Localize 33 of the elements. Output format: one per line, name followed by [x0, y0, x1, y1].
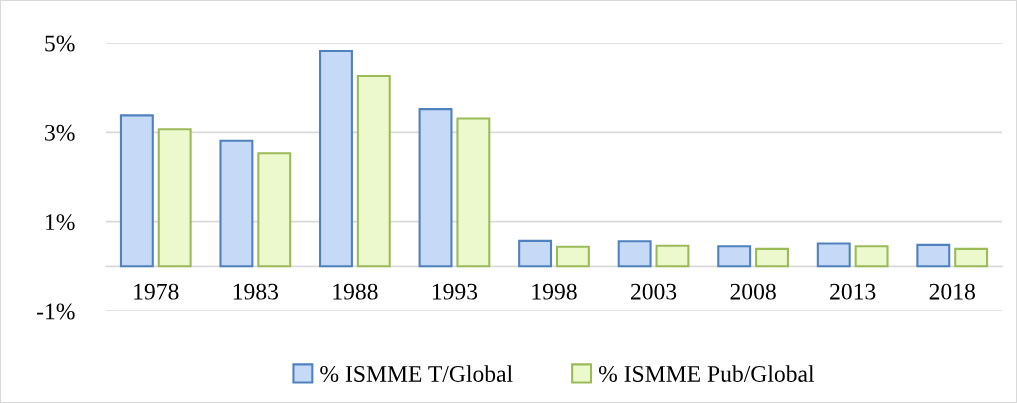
x-tick-label: 1993	[432, 283, 478, 300]
bar	[755, 247, 789, 268]
bar	[854, 245, 889, 268]
y-tick-label: 1%	[46, 214, 75, 231]
x-tick-label: 1998	[532, 283, 577, 300]
bar	[157, 128, 192, 268]
bar	[555, 245, 590, 268]
x-tick-label: 2013	[830, 283, 876, 300]
bar	[617, 240, 652, 268]
bar	[257, 152, 292, 268]
bar	[816, 242, 851, 268]
x-tick-label: 2008	[730, 283, 776, 300]
legend-label: % ISMME Pub/Global	[598, 365, 815, 382]
bar	[717, 245, 752, 268]
y-tick-label: 3%	[45, 124, 75, 141]
y-tick-label: 5%	[45, 35, 75, 52]
bar	[954, 247, 989, 268]
x-tick-label: 2018	[929, 283, 975, 300]
y-tick-label: -1%	[36, 303, 75, 320]
x-tick-label: 1988	[333, 283, 378, 300]
legend-label: % ISMME T/Global	[320, 365, 513, 382]
bar	[916, 243, 951, 268]
bar	[418, 108, 453, 268]
bar	[119, 114, 154, 268]
bar	[456, 117, 491, 268]
bar	[518, 239, 553, 268]
x-tick-label: 1978	[134, 283, 179, 300]
bar	[356, 75, 391, 268]
bar	[655, 244, 690, 268]
bar	[219, 139, 254, 268]
bar	[319, 50, 353, 268]
x-tick-label: 1983	[233, 283, 279, 300]
x-tick-label: 2003	[630, 283, 677, 300]
